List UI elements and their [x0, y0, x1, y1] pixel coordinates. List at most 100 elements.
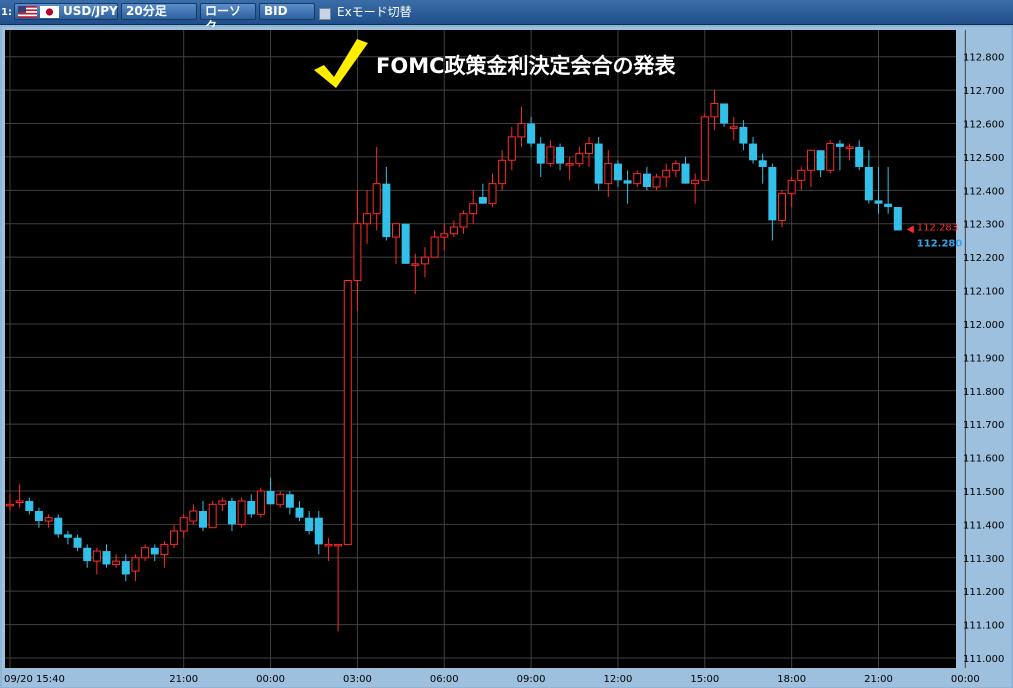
candle	[112, 554, 121, 568]
candle-body	[826, 143, 835, 171]
candle-body	[768, 166, 777, 221]
candle	[324, 537, 333, 562]
annotation: FOMC政策金利決定会合の発表	[314, 39, 677, 88]
ex-mode-label[interactable]: Exモード切替	[337, 5, 412, 19]
candle	[15, 484, 24, 508]
candle	[295, 500, 304, 522]
candle	[449, 220, 458, 238]
candle-body	[227, 500, 236, 525]
candle-body	[855, 146, 864, 167]
x-tick-label: 21:00	[169, 674, 198, 685]
candle	[710, 90, 719, 131]
price-side-label: BID	[264, 4, 288, 18]
candle	[382, 166, 391, 241]
candle	[420, 247, 429, 278]
candle	[141, 544, 150, 562]
candle	[527, 116, 536, 147]
candle	[459, 210, 468, 234]
candle-body	[498, 159, 507, 185]
candle-body	[440, 233, 449, 238]
candle-body	[363, 213, 372, 225]
candle-body	[305, 517, 314, 532]
y-tick-label: 111.800	[963, 387, 1004, 398]
candle	[633, 170, 642, 187]
candle-body	[864, 166, 873, 201]
candle-body	[102, 551, 111, 565]
y-tick-label: 111.300	[963, 554, 1004, 565]
chart-frame: 112.800 112.700 112.600 112.500 112.400 112.3…	[2, 27, 1011, 687]
candle-body	[401, 223, 410, 264]
candle	[749, 136, 758, 164]
candle	[575, 146, 584, 167]
price-side-selector[interactable]: BID	[259, 3, 315, 20]
candle	[440, 223, 449, 251]
candle-body	[478, 197, 487, 204]
candle-body	[797, 169, 806, 181]
y-tick-label: 112.000	[963, 320, 1004, 331]
candle-body	[835, 143, 844, 147]
candle-body	[324, 543, 333, 547]
x-tick-label: 18:00	[777, 674, 806, 685]
y-tick-label: 112.600	[963, 120, 1004, 131]
candle-body	[218, 500, 227, 505]
candle-body	[469, 203, 478, 215]
candle-body	[44, 517, 53, 522]
candle	[314, 511, 323, 555]
candle	[893, 207, 902, 231]
candle	[131, 554, 140, 582]
chart-toolbar: 1: USD/JPY 20分足 ローソク BID Exモード切替	[0, 0, 1013, 33]
candle	[662, 163, 671, 187]
chart-style-selector[interactable]: ローソク	[200, 3, 256, 33]
candle-body	[585, 143, 593, 155]
candle	[826, 140, 835, 174]
candle	[806, 149, 815, 187]
y-tick-label: 111.500	[963, 487, 1004, 498]
candle-body	[199, 511, 207, 528]
candle-body	[893, 207, 902, 231]
candle	[160, 541, 169, 568]
ex-mode-checkbox[interactable]	[319, 8, 331, 20]
candle	[565, 156, 574, 181]
candle	[218, 497, 227, 512]
candle-body	[121, 561, 130, 575]
candle	[720, 103, 729, 127]
candle-body	[6, 503, 14, 507]
y-tick-label: 112.800	[963, 53, 1004, 64]
candle	[787, 176, 796, 208]
candle-body	[449, 226, 458, 235]
y-tick-label: 111.700	[963, 420, 1004, 431]
timeframe-selector[interactable]: 20分足	[121, 3, 197, 20]
annotation-text: FOMC政策金利決定会合の発表	[376, 54, 677, 78]
candle-body	[613, 163, 622, 181]
candle-body	[131, 557, 140, 572]
candle-body	[179, 517, 188, 532]
candle	[199, 500, 207, 532]
candle	[237, 497, 246, 528]
x-tick-label: 21:00	[864, 674, 893, 685]
candle-body	[527, 123, 536, 144]
symbol-selector[interactable]: USD/JPY	[14, 3, 118, 20]
plot-area[interactable]	[5, 30, 956, 668]
y-tick-label: 112.200	[963, 253, 1004, 264]
candle	[864, 150, 873, 204]
candle-body	[806, 149, 815, 171]
candle-body	[556, 146, 565, 164]
candle	[507, 126, 516, 171]
candle	[92, 547, 101, 575]
candle	[478, 183, 487, 204]
candle-body	[150, 547, 159, 555]
candle	[816, 150, 825, 177]
candle	[488, 173, 497, 208]
candle	[150, 544, 159, 562]
candle-body	[92, 550, 101, 562]
candle-body	[285, 494, 294, 508]
bid-arrow-icon	[906, 225, 914, 234]
candle	[536, 136, 545, 177]
candle-body	[314, 517, 323, 545]
candle-body	[34, 511, 43, 522]
candle-body	[208, 503, 217, 529]
candle	[276, 490, 285, 508]
y-tick-label: 112.700	[963, 86, 1004, 97]
x-tick-label: 09/20 15:40	[4, 674, 65, 685]
candlestick-chart[interactable]: 112.800 112.700 112.600 112.500 112.400 112.3…	[2, 27, 1011, 687]
